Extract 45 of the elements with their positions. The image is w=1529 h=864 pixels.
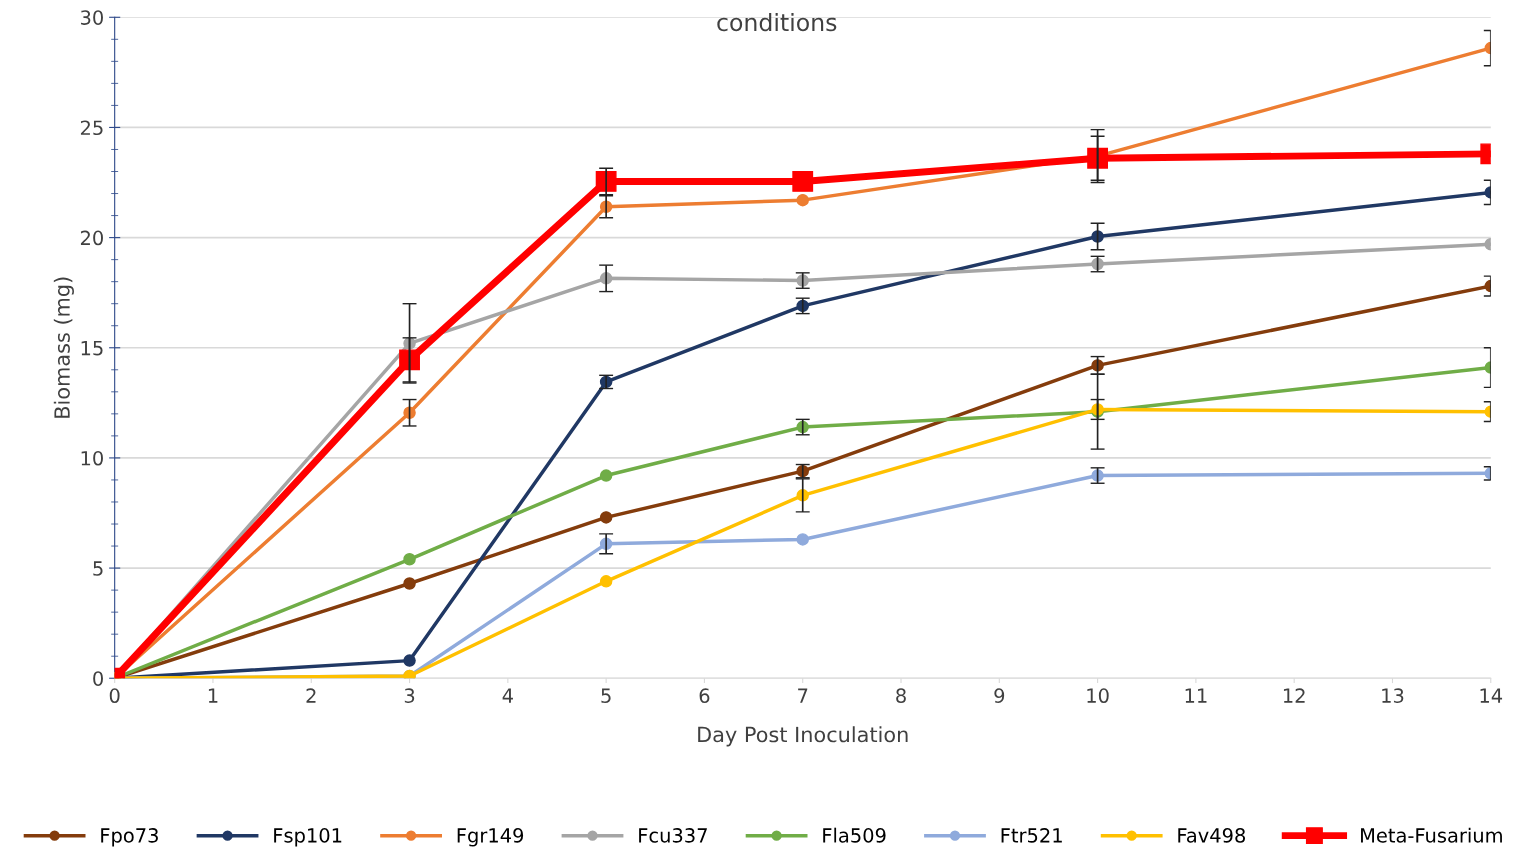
- point: [403, 654, 416, 667]
- y-tick-label: 15: [81, 340, 103, 356]
- point: [599, 575, 613, 588]
- x-tick-label: 14: [1480, 688, 1503, 703]
- point: [403, 577, 416, 590]
- x-tick-label: 8: [896, 688, 906, 704]
- legend-label: Fav498: [1178, 828, 1246, 843]
- point: [796, 533, 809, 546]
- y-tick-label: 20: [80, 230, 103, 246]
- x-tick-label: 10: [1087, 688, 1109, 704]
- legend-label: Meta-Fusarium: [1361, 827, 1502, 843]
- point: [599, 511, 613, 524]
- point: [403, 553, 416, 566]
- x-axis-title: Day Post Inoculation: [698, 726, 908, 747]
- x-tick-label: 4: [502, 688, 513, 703]
- x-tick-label: 7: [798, 688, 808, 703]
- point: [792, 171, 814, 192]
- y-tick-label: 0: [93, 671, 103, 686]
- x-tick-label: 13: [1382, 688, 1404, 704]
- legend-label: Fsp101: [274, 828, 342, 847]
- y-tick-label: 30: [81, 10, 103, 25]
- x-tick-label: 5: [601, 688, 611, 704]
- y-tick-label: 5: [93, 561, 103, 576]
- x-tick-label: 0: [109, 688, 120, 704]
- point: [796, 193, 809, 207]
- x-tick-label: 1: [208, 688, 218, 703]
- point: [599, 469, 613, 482]
- y-axis-title: Biomass (mg): [53, 277, 74, 418]
- y-tick-label: 10: [81, 450, 103, 466]
- chart-title: conditions: [717, 12, 837, 32]
- y-tick-label: 25: [80, 120, 103, 136]
- legend-label: Fgr149: [457, 828, 524, 847]
- point: [1087, 147, 1109, 169]
- x-tick-label: 6: [699, 688, 710, 704]
- legend-label: Fcu337: [639, 828, 707, 843]
- x-tick-label: 12: [1283, 688, 1305, 703]
- x-tick-label: 3: [404, 688, 415, 704]
- legend-label: Fpo73: [101, 828, 158, 847]
- x-tick-label: 9: [994, 688, 1005, 704]
- point: [399, 349, 420, 371]
- point: [595, 171, 617, 192]
- legend-label: Fla509: [823, 827, 886, 843]
- legend-label: Ftr521: [1001, 828, 1062, 843]
- x-tick-label: 2: [306, 688, 316, 703]
- x-tick-label: 11: [1185, 688, 1207, 703]
